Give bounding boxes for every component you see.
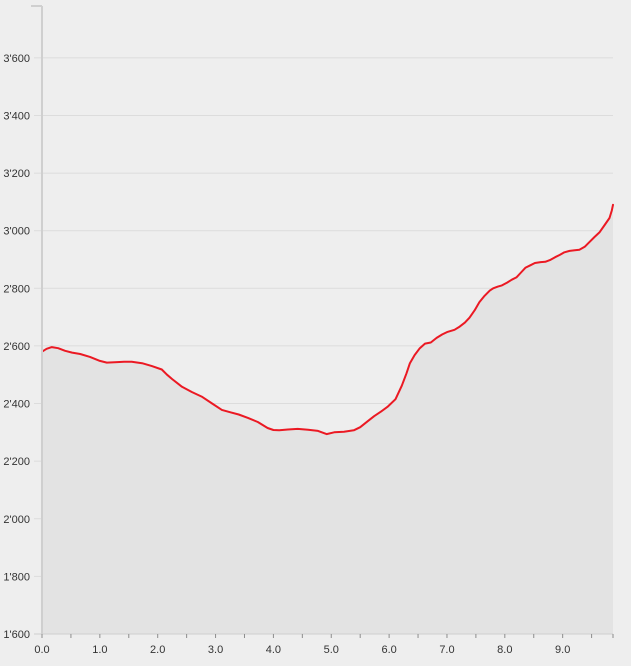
y-tick-label: 2'200	[3, 456, 30, 468]
x-tick-label: 2.0	[150, 644, 165, 656]
x-tick-label: 3.0	[208, 644, 223, 656]
x-tick-label: 0.0	[34, 644, 49, 656]
x-tick-label: 6.0	[381, 644, 396, 656]
x-tick-label: 1.0	[92, 644, 107, 656]
y-tick-label: 1'600	[3, 629, 30, 641]
x-tick-label: 9.0	[555, 644, 570, 656]
elevation-area-fill	[42, 204, 613, 635]
x-tick-label: 7.0	[439, 644, 454, 656]
x-tick-label: 5.0	[324, 644, 339, 656]
y-tick-label: 2'800	[3, 283, 30, 295]
y-tick-label: 2'600	[3, 341, 30, 353]
y-tick-label: 3'600	[3, 53, 30, 65]
y-tick-label: 3'200	[3, 168, 30, 180]
y-tick-label: 3'400	[3, 110, 30, 122]
y-tick-label: 2'400	[3, 399, 30, 411]
x-tick-label: 4.0	[266, 644, 281, 656]
y-tick-label: 1'800	[3, 571, 30, 583]
y-tick-label: 2'000	[3, 514, 30, 526]
y-tick-label: 3'000	[3, 226, 30, 238]
x-tick-label: 8.0	[497, 644, 512, 656]
elevation-line	[41, 203, 614, 436]
